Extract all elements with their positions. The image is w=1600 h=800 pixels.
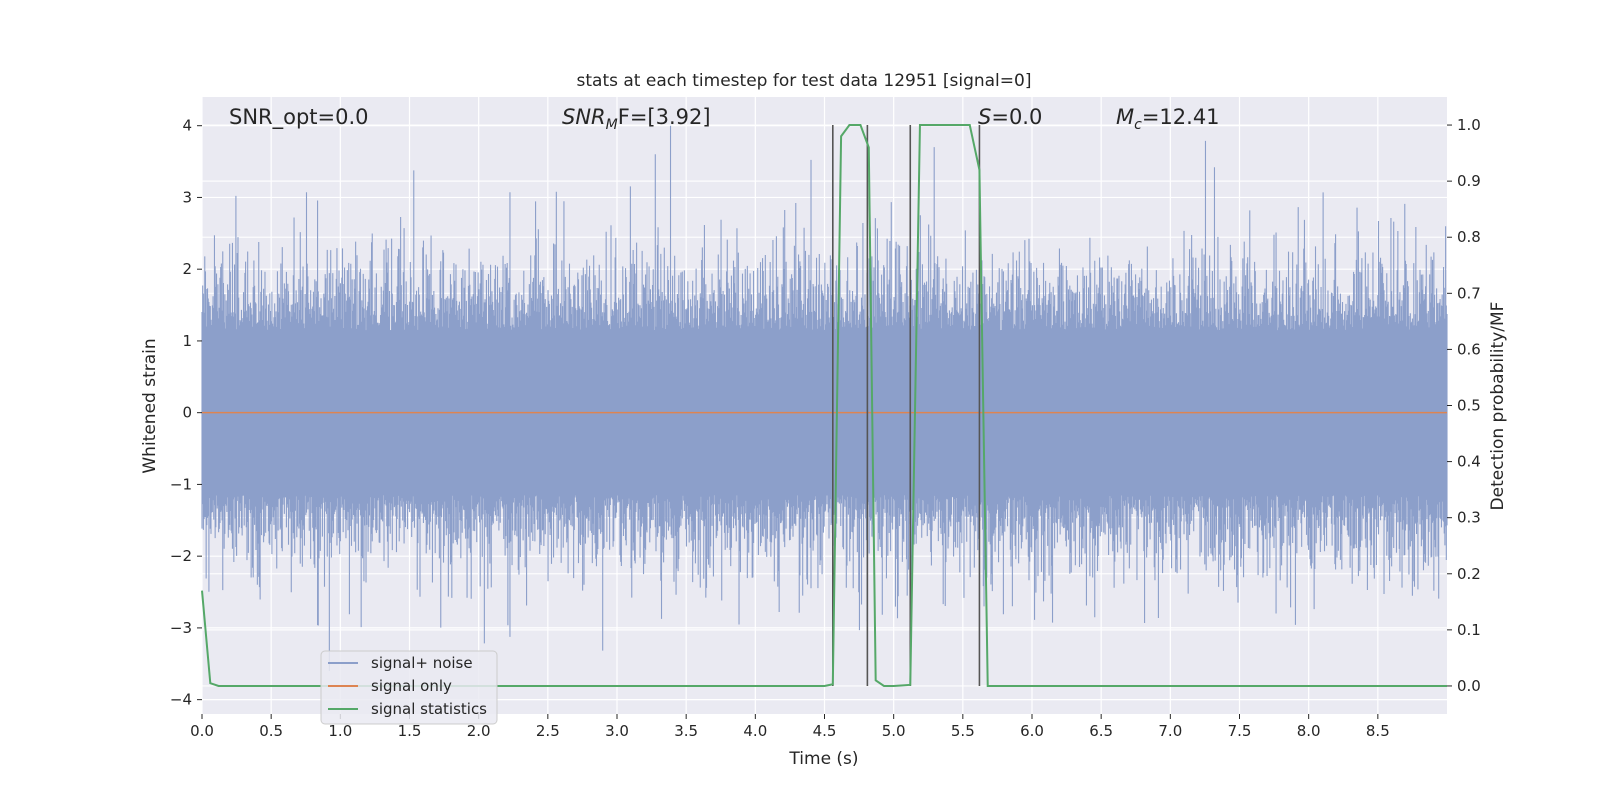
x-tick-label: 4.0	[743, 722, 767, 740]
y-axis-left: 4 3 2 1 0 −1 −2 −3 −4	[170, 117, 202, 709]
y2-tick-label: 0.4	[1457, 453, 1481, 471]
annotation-snr-mf-suffix: F=[3.92]	[618, 105, 711, 129]
y-tick-label: 1	[182, 332, 192, 350]
y2-tick-label: 0.1	[1457, 621, 1481, 639]
x-tick-label: 2.5	[536, 722, 560, 740]
x-tick-label: 6.5	[1089, 722, 1113, 740]
annotation-s-var: S	[978, 105, 991, 129]
y2-tick-label: 0.2	[1457, 565, 1481, 583]
x-axis: 0.0 0.5 1.0 1.5 2.0 2.5 3.0 3.5 4.0 4.5 5.0 5.5 6.0 6…	[190, 714, 1390, 740]
y-tick-label: 0	[182, 404, 192, 422]
annotation-mc-sub: c	[1134, 117, 1142, 133]
y2-tick-label: 0.7	[1457, 284, 1481, 302]
annotation-mc-val: =12.41	[1142, 105, 1220, 129]
annotation-snr-mf-prefix: SNR	[562, 105, 606, 129]
y-axis-label: Whitened strain	[140, 338, 160, 473]
legend-label-signal-only: signal only	[371, 677, 452, 695]
y2-axis-label: Detection probability/MF	[1488, 302, 1508, 511]
annotation-s-val: =0.0	[991, 105, 1042, 129]
y2-tick-label: 0.0	[1457, 677, 1481, 695]
x-tick-label: 5.0	[882, 722, 906, 740]
y-tick-label: 4	[182, 117, 192, 135]
y-tick-label: −3	[170, 619, 192, 637]
chart-title: stats at each timestep for test data 129…	[577, 71, 1032, 91]
y-axis-right: 1.0 0.9 0.8 0.7 0.6 0.5 0.4 0.3 0.2 0.1 0.0	[1447, 116, 1481, 695]
legend-label-signal-noise: signal+ noise	[371, 654, 473, 672]
x-tick-label: 3.5	[674, 722, 698, 740]
annotation-mc-var: M	[1116, 105, 1134, 129]
y-tick-label: −2	[170, 547, 192, 565]
x-tick-label: 8.0	[1297, 722, 1321, 740]
y-tick-label: 3	[182, 188, 192, 206]
x-tick-label: 0.5	[259, 722, 283, 740]
y-tick-label: −1	[170, 475, 192, 493]
x-tick-label: 1.5	[398, 722, 422, 740]
annotation-snr-mf: SNRMF=[3.92]	[562, 105, 711, 133]
annotation-snr-mf-sub: M	[606, 117, 618, 133]
x-tick-label: 0.0	[190, 722, 214, 740]
annotation-snr-opt: SNR_opt=0.0	[229, 105, 369, 130]
x-tick-label: 3.0	[605, 722, 629, 740]
legend-label-signal-statistics: signal statistics	[371, 700, 487, 718]
annotation-s: S=0.0	[978, 105, 1042, 129]
y2-tick-label: 0.6	[1457, 340, 1481, 358]
y2-tick-label: 1.0	[1457, 116, 1481, 134]
y2-tick-label: 0.8	[1457, 228, 1481, 246]
x-tick-label: 5.5	[951, 722, 975, 740]
x-tick-label: 8.5	[1366, 722, 1390, 740]
annotation-mc: Mc=12.41	[1116, 105, 1220, 133]
x-axis-label: Time (s)	[788, 749, 858, 769]
x-tick-label: 7.0	[1158, 722, 1182, 740]
y-tick-label: −4	[170, 691, 192, 709]
x-tick-label: 4.5	[813, 722, 837, 740]
x-tick-label: 2.0	[467, 722, 491, 740]
x-tick-label: 6.0	[1020, 722, 1044, 740]
x-tick-label: 7.5	[1228, 722, 1252, 740]
y2-tick-label: 0.5	[1457, 397, 1481, 415]
legend-box	[320, 650, 498, 725]
y2-tick-label: 0.9	[1457, 172, 1481, 190]
legend: signal+ noise signal only signal statist…	[320, 650, 498, 725]
x-tick-label: 1.0	[328, 722, 352, 740]
y2-tick-label: 0.3	[1457, 509, 1481, 527]
y-tick-label: 2	[182, 260, 192, 278]
